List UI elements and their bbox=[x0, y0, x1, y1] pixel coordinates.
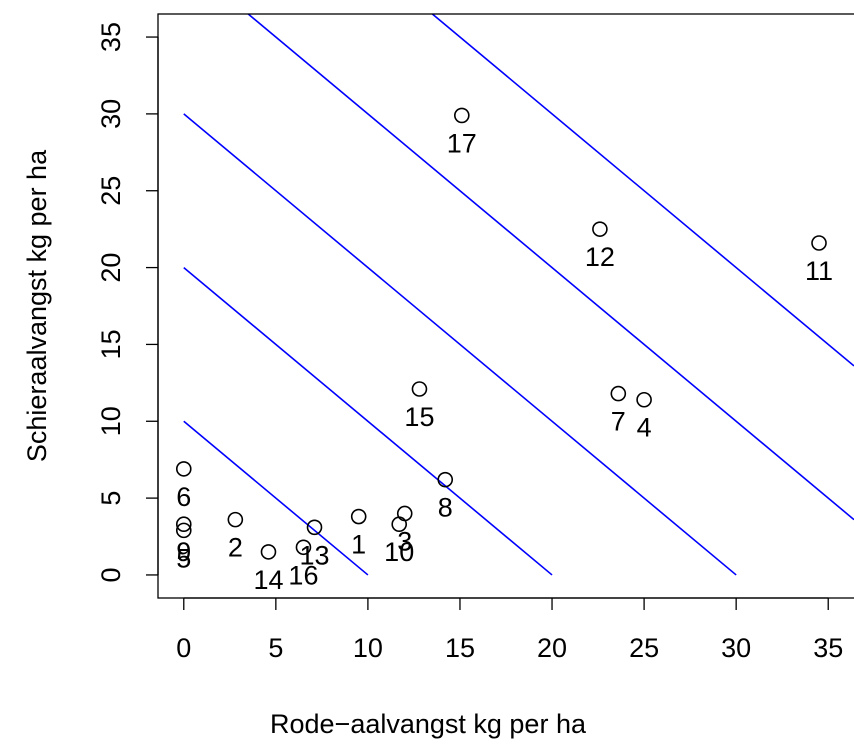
data-point-label: 12 bbox=[585, 242, 615, 272]
data-point bbox=[350, 508, 367, 525]
x-tick-label: 5 bbox=[268, 633, 283, 663]
data-point-label: 1 bbox=[351, 530, 366, 560]
data-point-label: 17 bbox=[447, 128, 477, 158]
data-point bbox=[396, 505, 413, 522]
y-axis-label: Schieraalvangst kg per ha bbox=[22, 149, 52, 462]
y-tick-label: 20 bbox=[96, 253, 126, 283]
data-point-label: 2 bbox=[228, 533, 243, 563]
y-tick-label: 30 bbox=[96, 99, 126, 129]
reference-line-30 bbox=[183, 113, 737, 576]
data-point-label: 13 bbox=[299, 540, 329, 570]
data-point bbox=[260, 544, 277, 560]
data-point bbox=[227, 511, 244, 528]
x-axis-label: Rode−aalvangst kg per ha bbox=[270, 709, 587, 739]
data-point bbox=[411, 381, 428, 397]
reference-line-40 bbox=[247, 13, 854, 521]
x-tick-label: 35 bbox=[813, 633, 843, 663]
plot-frame bbox=[157, 13, 854, 599]
reference-line-10 bbox=[183, 420, 369, 576]
data-point bbox=[610, 385, 627, 402]
y-tick-label: 5 bbox=[96, 491, 126, 506]
x-tick-label: 30 bbox=[721, 633, 751, 663]
x-tick-label: 25 bbox=[629, 633, 659, 663]
y-tick-label: 0 bbox=[96, 567, 126, 582]
data-point-label: 6 bbox=[176, 482, 191, 512]
data-point bbox=[636, 391, 652, 408]
data-point-label: 5 bbox=[176, 543, 191, 573]
x-axis: 0 5 10 15 20 25 30 35 bbox=[176, 597, 843, 663]
data-point bbox=[175, 461, 192, 477]
data-point-label: 16 bbox=[288, 560, 318, 590]
data-point bbox=[306, 519, 323, 536]
data-point-label: 9 bbox=[176, 537, 191, 567]
data-point bbox=[295, 539, 312, 556]
x-tick-label: 10 bbox=[353, 633, 383, 663]
data-point-label: 8 bbox=[438, 493, 453, 523]
y-axis: 0 5 10 15 20 25 30 35 bbox=[96, 22, 159, 582]
data-point-label: 3 bbox=[397, 526, 412, 556]
reference-lines bbox=[183, 13, 854, 576]
x-tick-label: 20 bbox=[537, 633, 567, 663]
data-point bbox=[454, 107, 470, 124]
data-point-label: 15 bbox=[404, 402, 434, 432]
data-point bbox=[391, 516, 408, 533]
data-point-label: 4 bbox=[637, 413, 652, 443]
data-point bbox=[437, 471, 454, 488]
y-tick-label: 15 bbox=[96, 329, 126, 359]
data-point bbox=[592, 221, 608, 237]
x-tick-label: 0 bbox=[176, 633, 191, 663]
reference-line-50 bbox=[431, 13, 854, 367]
data-point bbox=[811, 235, 827, 251]
data-point-label: 10 bbox=[384, 537, 414, 567]
y-tick-label: 10 bbox=[96, 406, 126, 436]
reference-line-20 bbox=[183, 266, 553, 576]
data-point bbox=[175, 516, 192, 533]
data-point bbox=[175, 522, 192, 539]
y-tick-label: 25 bbox=[96, 176, 126, 206]
data-point-label: 7 bbox=[611, 407, 626, 437]
x-tick-label: 15 bbox=[445, 633, 475, 663]
data-point-label: 14 bbox=[253, 565, 283, 595]
data-point-label: 11 bbox=[805, 256, 833, 286]
y-tick-label: 35 bbox=[96, 22, 126, 52]
